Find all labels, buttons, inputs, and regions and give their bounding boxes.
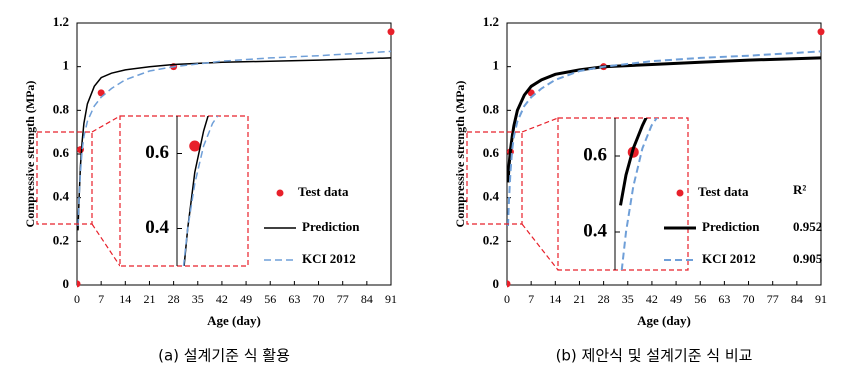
zoom-connector [91, 223, 121, 267]
x-tick-label: 63 [288, 292, 300, 306]
legend-label: KCI 2012 [302, 251, 356, 266]
data-point [737, 44, 748, 55]
x-tick-label: 35 [192, 292, 204, 306]
legend-label: Prediction [302, 219, 360, 234]
x-tick-label: 14 [119, 292, 131, 306]
zoom-source [36, 131, 93, 225]
x-tick-label: 56 [694, 292, 706, 306]
zoom-source [466, 131, 523, 225]
x-tick-label: 0 [74, 292, 80, 306]
data-point [817, 28, 825, 36]
x-axis-label: Age (day) [637, 313, 691, 328]
x-tick-label: 84 [361, 292, 373, 306]
legend-label: KCI 2012 [702, 251, 756, 266]
legend-label: Test data [298, 184, 349, 199]
y-tick-label: 0.8 [53, 101, 70, 116]
data-point [507, 280, 511, 288]
y-tick-label: 1 [63, 58, 70, 73]
y-tick-label: 1.2 [483, 14, 499, 29]
x-tick-label: 7 [98, 292, 104, 306]
caption: (b) 제안식 및 설계기준 식 비교 [556, 347, 753, 365]
y-tick-label: 0 [493, 276, 500, 291]
legend-marker [676, 189, 684, 197]
x-tick-label: 63 [718, 292, 730, 306]
x-tick-label: 35 [622, 292, 634, 306]
y-tick-label: 0.2 [53, 232, 69, 247]
series-line [183, 116, 209, 266]
x-tick-label: 84 [791, 292, 803, 306]
y-tick-label: 1.2 [53, 14, 69, 29]
data-point [296, 43, 307, 54]
legend-label: Prediction [702, 219, 760, 234]
data-point [77, 280, 81, 288]
data-point [387, 28, 395, 36]
x-tick-label: 7 [528, 292, 534, 306]
x-tick-label: 28 [598, 292, 610, 306]
inset-y-tick-label: 0.6 [145, 142, 169, 163]
inset-y-tick-label: 0.4 [145, 217, 169, 238]
series-line [507, 50, 822, 227]
x-tick-label: 28 [168, 292, 180, 306]
legend-marker [276, 189, 284, 197]
x-tick-label: 70 [743, 292, 755, 306]
inset-y-tick-label: 0.4 [583, 220, 607, 241]
chart: 00.20.40.60.811.20 7 14 21 28 35 42 49 56 63 70 77 8… [23, 0, 680, 365]
y-tick-label: 0.4 [483, 189, 500, 204]
x-tick-label: 49 [240, 292, 252, 306]
x-tick-label: 14 [549, 292, 561, 306]
series-group [619, 44, 748, 270]
series-group [77, 28, 395, 288]
x-tick-label: 77 [337, 292, 349, 306]
series-line [77, 50, 392, 227]
series-line [507, 56, 822, 183]
series-line [619, 118, 648, 206]
x-tick-label: 70 [313, 292, 325, 306]
y-tick-label: 0.6 [483, 145, 500, 160]
zoom-connector [521, 223, 559, 271]
series-line [182, 116, 219, 266]
y-tick-label: 0.8 [483, 101, 500, 116]
legend-label: Test data [698, 184, 749, 199]
series-line [77, 57, 392, 231]
y-axis-label: Compressive strength (MPa) [23, 81, 37, 228]
series-group [182, 0, 680, 266]
y-tick-label: 0.4 [53, 189, 70, 204]
x-axis-label: Age (day) [207, 313, 261, 328]
r2-header: R² [793, 182, 806, 197]
series-group [507, 28, 825, 288]
data-point [189, 140, 201, 152]
caption: (a) 설계기준 식 활용 [158, 347, 290, 365]
zoom-connector [521, 117, 559, 133]
zoom-connector [91, 115, 121, 133]
x-tick-label: 42 [216, 292, 228, 306]
data-point [669, 0, 680, 9]
inset-y-tick-label: 0.6 [583, 144, 607, 165]
y-tick-label: 0.2 [483, 232, 499, 247]
x-tick-label: 21 [573, 292, 585, 306]
chart: 0 0.2 0.4 0.6 0.8 1 1.2 0 7 14 21 28 35 42 49 56 63 70 77 8… [453, 14, 827, 365]
inset-box [120, 116, 248, 266]
inset-box-border [119, 115, 249, 267]
x-tick-label: 77 [767, 292, 779, 306]
y-tick-label: 0.6 [53, 145, 70, 160]
x-tick-label: 49 [670, 292, 682, 306]
legend-r2: 0.905 [793, 251, 823, 266]
y-tick-label: 1 [493, 58, 500, 73]
x-tick-label: 91 [815, 292, 827, 306]
x-tick-label: 91 [385, 292, 397, 306]
y-axis-label: Compressive strength (MPa) [453, 81, 467, 228]
inset-box-border [557, 117, 689, 271]
x-tick-label: 21 [143, 292, 155, 306]
x-tick-label: 42 [646, 292, 658, 306]
y-tick-label: 0 [63, 276, 70, 291]
x-tick-label: 0 [504, 292, 510, 306]
data-point [97, 89, 105, 97]
x-tick-label: 56 [264, 292, 276, 306]
legend-r2: 0.952 [793, 219, 822, 234]
series-line [620, 118, 658, 270]
